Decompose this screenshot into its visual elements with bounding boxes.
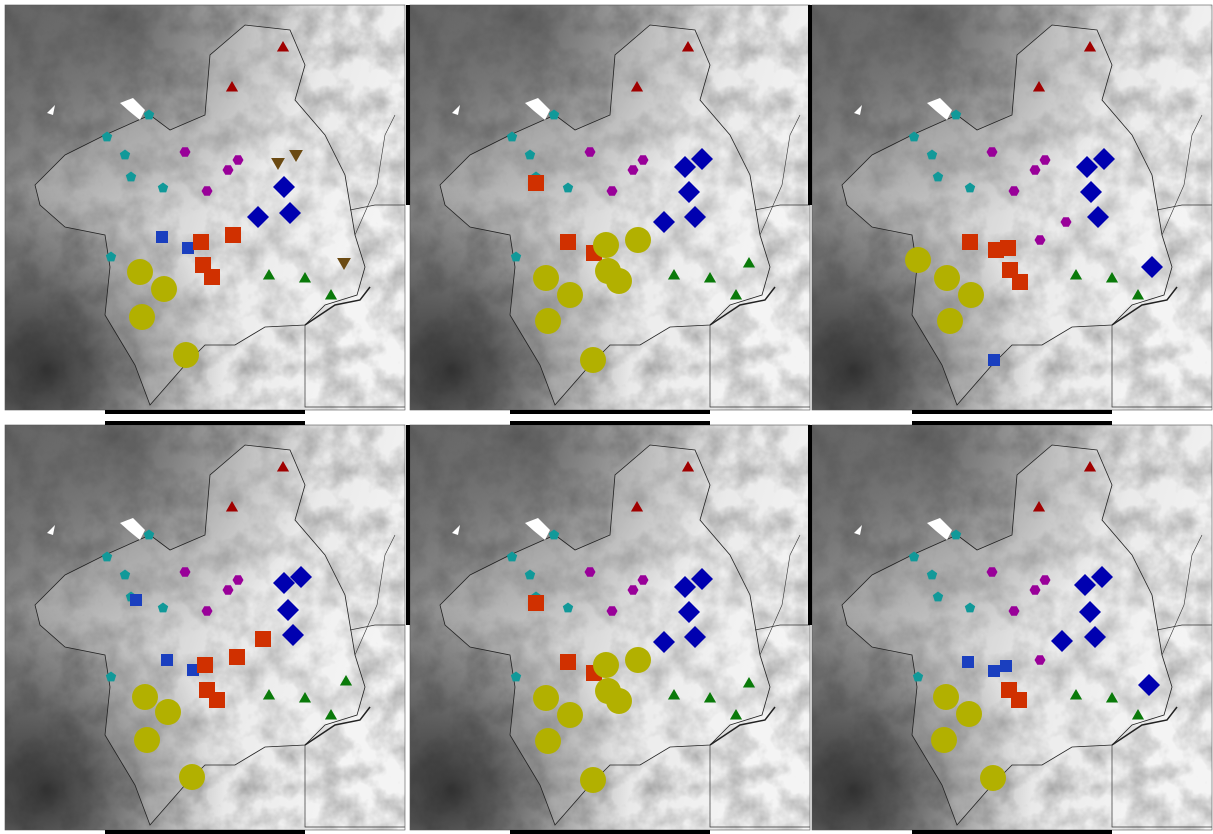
circle-marker bbox=[933, 684, 959, 710]
square-marker bbox=[1012, 274, 1028, 290]
scale-bar bbox=[510, 830, 710, 834]
circle-marker bbox=[958, 282, 984, 308]
square-marker bbox=[1011, 692, 1027, 708]
square-marker bbox=[255, 631, 271, 647]
small-square-marker bbox=[988, 665, 1000, 677]
square-marker bbox=[560, 654, 576, 670]
map-figure bbox=[0, 0, 1213, 834]
scale-bar bbox=[406, 425, 410, 625]
small-square-marker bbox=[130, 594, 142, 606]
square-marker bbox=[209, 692, 225, 708]
circle-marker bbox=[580, 767, 606, 793]
circle-marker bbox=[151, 276, 177, 302]
square-marker bbox=[225, 227, 241, 243]
circle-marker bbox=[535, 308, 561, 334]
scale-bar bbox=[510, 410, 710, 414]
circle-marker bbox=[557, 282, 583, 308]
circle-marker bbox=[129, 304, 155, 330]
square-marker bbox=[528, 595, 544, 611]
circle-marker bbox=[580, 347, 606, 373]
scale-bar bbox=[105, 830, 305, 834]
circle-marker bbox=[533, 265, 559, 291]
circle-marker bbox=[934, 265, 960, 291]
square-marker bbox=[962, 234, 978, 250]
small-square-marker bbox=[988, 354, 1000, 366]
circle-marker bbox=[606, 688, 632, 714]
circle-marker bbox=[956, 701, 982, 727]
small-square-marker bbox=[182, 242, 194, 254]
circle-marker bbox=[179, 764, 205, 790]
circle-marker bbox=[905, 247, 931, 273]
map-panel bbox=[808, 5, 1212, 414]
square-marker bbox=[560, 234, 576, 250]
scale-bar bbox=[406, 5, 410, 205]
circle-marker bbox=[132, 684, 158, 710]
map-panel bbox=[5, 421, 405, 834]
square-marker bbox=[229, 649, 245, 665]
scale-bar bbox=[510, 421, 710, 425]
scale-bar bbox=[105, 410, 305, 414]
circle-marker bbox=[155, 699, 181, 725]
circle-marker bbox=[535, 728, 561, 754]
map-panel bbox=[406, 5, 810, 414]
small-square-marker bbox=[962, 656, 974, 668]
small-square-marker bbox=[161, 654, 173, 666]
small-square-marker bbox=[156, 231, 168, 243]
circle-marker bbox=[625, 647, 651, 673]
scale-bar bbox=[912, 410, 1112, 414]
circle-marker bbox=[173, 342, 199, 368]
square-marker bbox=[528, 175, 544, 191]
circle-marker bbox=[625, 227, 651, 253]
square-marker bbox=[193, 234, 209, 250]
square-marker bbox=[197, 657, 213, 673]
scale-bar bbox=[808, 425, 812, 625]
circle-marker bbox=[557, 702, 583, 728]
scale-bar bbox=[105, 421, 305, 425]
circle-marker bbox=[937, 308, 963, 334]
circle-marker bbox=[134, 727, 160, 753]
map-panel bbox=[808, 421, 1212, 834]
circle-marker bbox=[980, 765, 1006, 791]
map-panels bbox=[0, 0, 1213, 834]
scale-bar bbox=[912, 830, 1112, 834]
scale-bar bbox=[808, 5, 812, 205]
circle-marker bbox=[127, 259, 153, 285]
square-marker bbox=[204, 269, 220, 285]
circle-marker bbox=[593, 232, 619, 258]
small-square-marker bbox=[1000, 660, 1012, 672]
map-panel bbox=[5, 5, 405, 414]
circle-marker bbox=[533, 685, 559, 711]
square-marker bbox=[1000, 240, 1016, 256]
circle-marker bbox=[606, 268, 632, 294]
circle-marker bbox=[593, 652, 619, 678]
circle-marker bbox=[931, 727, 957, 753]
map-panel bbox=[406, 421, 810, 834]
scale-bar bbox=[912, 421, 1112, 425]
